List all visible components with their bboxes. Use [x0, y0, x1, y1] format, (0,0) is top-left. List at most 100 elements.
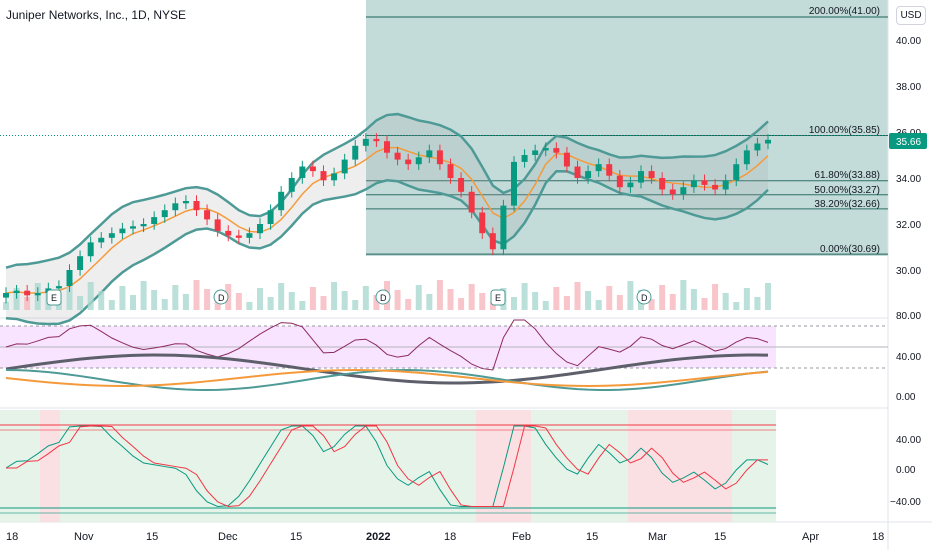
- volume-bar: [489, 302, 496, 310]
- volume-bar: [130, 295, 136, 310]
- volume-bar: [458, 298, 465, 310]
- time-label: Dec: [218, 531, 238, 543]
- fib-label: 200.00%(41.00): [809, 6, 880, 17]
- candle-body: [34, 293, 41, 296]
- candle-body: [722, 180, 729, 190]
- fib-label: 61.80%(33.88): [814, 170, 880, 181]
- volume-bar: [24, 297, 31, 310]
- volume-bar: [161, 299, 168, 310]
- price-tick: 40.00: [896, 36, 921, 47]
- candle-body: [246, 233, 253, 238]
- candle-body: [24, 290, 31, 296]
- rsi-line: [5, 319, 769, 371]
- rsi-tick: 40.00: [896, 352, 921, 363]
- volume-bar: [680, 280, 687, 310]
- candle-body: [299, 166, 306, 178]
- candle-body: [405, 159, 412, 165]
- candle-body: [77, 256, 84, 270]
- time-label: Feb: [512, 531, 531, 543]
- volume-bar: [55, 301, 62, 310]
- volume-bar: [204, 289, 211, 310]
- candle-body: [574, 166, 581, 178]
- candle-body: [458, 178, 465, 192]
- last-price-text: 35.66: [896, 137, 921, 148]
- candle-body: [373, 138, 380, 142]
- earnings-badge[interactable]: E: [46, 289, 62, 306]
- candle-body: [606, 164, 613, 176]
- svg-text:D: D: [380, 293, 387, 303]
- fib-label: 50.00%(33.27): [814, 185, 880, 196]
- candle-body: [680, 187, 687, 195]
- rsi-tick: 0.00: [896, 392, 916, 403]
- volume-bar: [563, 296, 570, 310]
- volume-bar: [712, 284, 719, 310]
- candle-body: [743, 150, 750, 165]
- candle-body: [415, 157, 422, 165]
- dividend-badge[interactable]: D: [375, 289, 391, 305]
- candle-body: [214, 219, 221, 231]
- currency-button[interactable]: USD: [896, 6, 926, 25]
- candle-body: [235, 235, 242, 238]
- candle-body: [182, 201, 189, 204]
- candle-body: [521, 155, 528, 162]
- candle-body: [267, 210, 274, 224]
- dividend-badge[interactable]: D: [636, 289, 652, 305]
- svg-text:E: E: [495, 293, 501, 303]
- volume-bar: [426, 294, 433, 310]
- price-tick: 34.00: [896, 174, 921, 185]
- volume-bar: [765, 283, 771, 310]
- time-label: 18: [6, 531, 18, 543]
- volume-bar: [140, 281, 147, 310]
- volume-bar: [87, 282, 94, 310]
- candle-body: [13, 290, 20, 293]
- volume-bar: [415, 285, 422, 310]
- candle-body: [288, 178, 295, 192]
- volume-bar: [320, 296, 327, 310]
- candle-body: [489, 233, 496, 250]
- candle-body: [204, 210, 211, 220]
- volume-bar: [511, 297, 517, 310]
- candle-body: [669, 189, 676, 195]
- osc-tick: 40.00: [896, 435, 921, 446]
- volume-bar: [214, 298, 221, 310]
- volume-bar: [616, 295, 623, 310]
- drawing-layer: [0, 16, 888, 508]
- volume-bar: [754, 297, 761, 310]
- candle-body: [309, 166, 316, 172]
- candle-body: [384, 141, 390, 153]
- di-minus-line: [5, 368, 769, 388]
- candle-body: [447, 164, 454, 178]
- volume-bar: [182, 294, 189, 310]
- osc-tick: −40.00: [890, 497, 921, 508]
- volume-bar: [98, 291, 105, 310]
- volume-bar: [743, 288, 750, 310]
- candle-body: [394, 152, 401, 160]
- candle-body: [553, 148, 560, 153]
- candle-body: [690, 180, 697, 188]
- time-label: 15: [146, 531, 158, 543]
- osc-d-line: [6, 425, 769, 508]
- candle-body: [468, 191, 475, 213]
- volume-bar: [119, 286, 126, 310]
- candle-body: [341, 159, 348, 174]
- symbol-title[interactable]: Juniper Networks, Inc., 1D, NYSE: [6, 8, 187, 22]
- candle-body: [151, 217, 158, 224]
- volume-bar: [690, 289, 697, 310]
- time-label: Nov: [74, 531, 94, 543]
- fib-label: 0.00%(30.69): [820, 244, 880, 255]
- volume-bar: [394, 290, 401, 310]
- candle-body: [436, 150, 443, 165]
- candle-body: [765, 139, 771, 144]
- osc-bear-zone: [628, 410, 732, 522]
- time-label: 18: [444, 531, 456, 543]
- dividend-badge[interactable]: D: [213, 289, 229, 305]
- volume-bar: [701, 298, 708, 310]
- bollinger-lower: [5, 170, 769, 326]
- earnings-badge[interactable]: E: [490, 289, 506, 306]
- candle-body: [616, 175, 623, 188]
- time-label: 15: [290, 531, 302, 543]
- volume-bar: [447, 289, 454, 310]
- fib-zone: [366, 0, 888, 256]
- candle-body: [119, 228, 126, 234]
